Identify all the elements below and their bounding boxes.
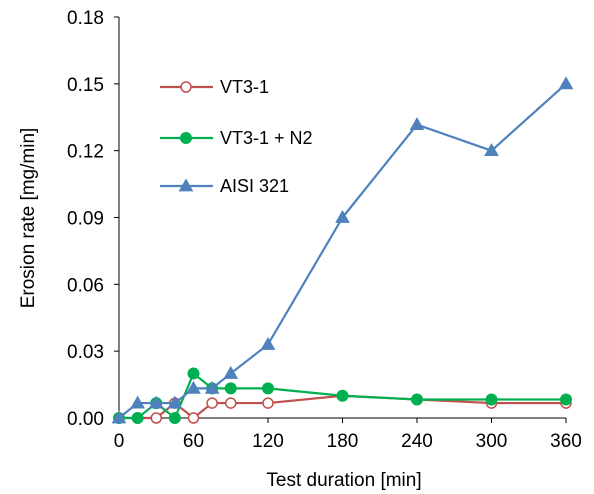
data-point bbox=[187, 367, 200, 380]
x-tick-label: 240 bbox=[401, 431, 433, 452]
data-point bbox=[180, 81, 192, 93]
y-tick-label: 0.03 bbox=[67, 342, 104, 363]
legend-item: AISI 321 bbox=[160, 176, 289, 196]
data-point bbox=[150, 412, 162, 424]
y-tick-label: 0.09 bbox=[67, 209, 104, 230]
y-tick-label: 0.00 bbox=[67, 409, 104, 430]
series-vt3-1-n2 bbox=[113, 367, 572, 424]
data-point bbox=[168, 412, 181, 424]
x-tick-label: 60 bbox=[183, 431, 204, 452]
data-point bbox=[262, 397, 274, 409]
data-point bbox=[485, 393, 498, 406]
data-point bbox=[411, 393, 423, 406]
data-point bbox=[224, 382, 237, 395]
legend: VT3-1 VT3-1 + N2 AISI 321 bbox=[160, 77, 313, 196]
legend-label: VT3-1 bbox=[220, 77, 269, 97]
y-axis-ticks: 0.00 0.03 0.06 0.09 0.12 0.15 0.18 bbox=[67, 8, 119, 430]
data-point bbox=[260, 336, 276, 350]
data-point bbox=[484, 143, 499, 157]
data-point bbox=[223, 365, 239, 379]
legend-item: VT3-1 + N2 bbox=[160, 128, 313, 148]
data-point bbox=[180, 132, 192, 144]
data-point bbox=[206, 397, 218, 409]
data-point bbox=[225, 397, 237, 409]
data-point bbox=[262, 382, 274, 395]
x-tick-label: 180 bbox=[327, 431, 359, 452]
data-point bbox=[111, 410, 127, 424]
x-tick-label: 300 bbox=[476, 431, 508, 452]
data-point bbox=[186, 380, 201, 394]
data-point bbox=[187, 412, 200, 424]
x-axis-ticks: 0 60 120 180 240 300 360 bbox=[114, 418, 582, 452]
legend-item: VT3-1 bbox=[160, 77, 269, 97]
x-tick-label: 0 bbox=[114, 431, 125, 452]
x-tick-label: 360 bbox=[550, 431, 582, 452]
y-axis-title: Erosion rate [mg/min] bbox=[18, 128, 39, 309]
y-tick-label: 0.18 bbox=[67, 8, 104, 29]
series-layer bbox=[111, 76, 574, 424]
data-point bbox=[560, 393, 572, 406]
legend-label: AISI 321 bbox=[220, 176, 289, 196]
data-point bbox=[167, 395, 183, 409]
x-axis-title: Test duration [min] bbox=[266, 470, 421, 491]
data-point bbox=[130, 395, 145, 409]
data-point bbox=[204, 380, 220, 394]
legend-label: VT3-1 + N2 bbox=[220, 128, 313, 148]
y-tick-label: 0.06 bbox=[67, 275, 104, 296]
data-point bbox=[409, 117, 425, 130]
data-point bbox=[335, 209, 350, 223]
x-tick-label: 120 bbox=[252, 431, 284, 452]
data-point bbox=[336, 389, 349, 402]
data-point bbox=[148, 395, 164, 409]
series-aisi-321 bbox=[111, 76, 574, 424]
y-tick-label: 0.12 bbox=[67, 142, 104, 163]
data-point bbox=[558, 76, 574, 90]
y-tick-label: 0.15 bbox=[67, 75, 104, 96]
data-point bbox=[131, 412, 144, 424]
data-point bbox=[178, 178, 194, 192]
